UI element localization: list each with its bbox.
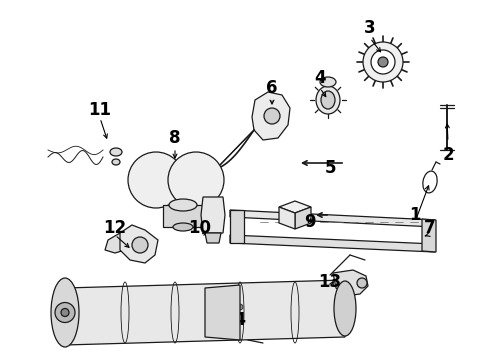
Ellipse shape: [334, 281, 356, 336]
Circle shape: [357, 278, 367, 288]
Ellipse shape: [321, 91, 335, 109]
Text: 3: 3: [364, 19, 376, 37]
Text: 8: 8: [169, 129, 181, 147]
Text: 5: 5: [324, 159, 336, 177]
Polygon shape: [65, 280, 345, 345]
Ellipse shape: [320, 77, 336, 87]
Polygon shape: [205, 233, 221, 243]
Ellipse shape: [112, 159, 120, 165]
Polygon shape: [201, 197, 225, 233]
Circle shape: [61, 309, 69, 316]
Circle shape: [378, 57, 388, 67]
Text: 7: 7: [424, 219, 436, 237]
Polygon shape: [279, 201, 311, 213]
Text: 1: 1: [409, 206, 421, 224]
Circle shape: [168, 152, 224, 208]
Polygon shape: [333, 270, 368, 296]
Polygon shape: [422, 219, 436, 252]
Text: 4: 4: [314, 69, 326, 87]
Circle shape: [237, 304, 243, 310]
Text: 11: 11: [89, 101, 112, 119]
Text: 9: 9: [304, 213, 316, 231]
Circle shape: [264, 108, 280, 124]
Circle shape: [371, 50, 395, 74]
Polygon shape: [279, 207, 295, 229]
Polygon shape: [205, 285, 240, 340]
Ellipse shape: [51, 278, 79, 347]
Polygon shape: [252, 92, 290, 140]
Text: 2: 2: [442, 146, 454, 164]
Polygon shape: [295, 207, 311, 229]
Polygon shape: [230, 235, 435, 252]
Polygon shape: [163, 205, 203, 227]
Polygon shape: [230, 210, 435, 227]
Circle shape: [132, 237, 148, 253]
Text: 10: 10: [189, 219, 212, 237]
Circle shape: [363, 42, 403, 82]
Ellipse shape: [316, 86, 340, 114]
Ellipse shape: [110, 148, 122, 156]
Polygon shape: [105, 233, 125, 253]
Ellipse shape: [173, 223, 193, 231]
Text: 12: 12: [103, 219, 126, 237]
Text: 14: 14: [223, 311, 246, 329]
Polygon shape: [120, 225, 158, 263]
Ellipse shape: [169, 199, 197, 211]
Circle shape: [55, 302, 75, 323]
Circle shape: [128, 152, 184, 208]
Text: 6: 6: [266, 79, 278, 97]
Polygon shape: [230, 210, 244, 243]
Text: 13: 13: [318, 273, 342, 291]
